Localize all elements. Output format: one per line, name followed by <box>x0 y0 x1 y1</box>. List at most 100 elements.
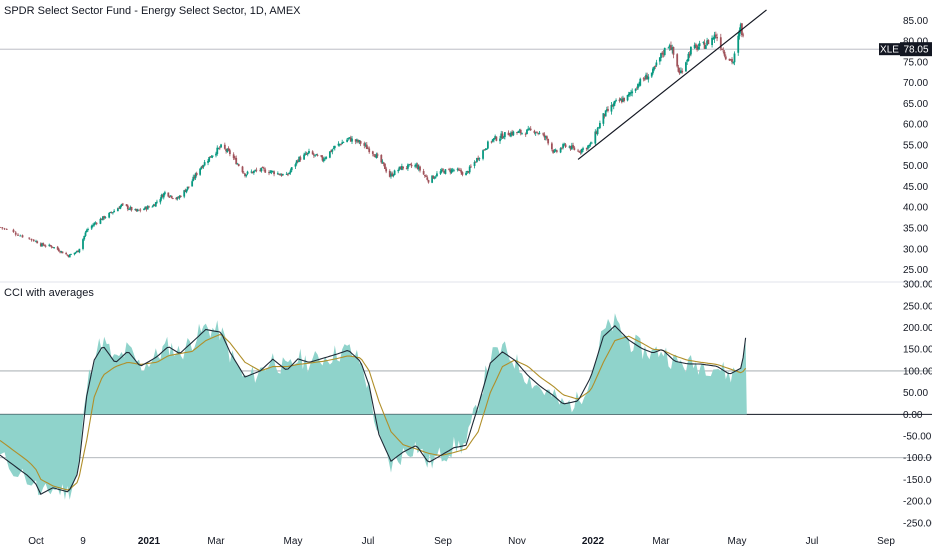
cci-axis-tick-label: -100.00 <box>903 453 932 464</box>
price-pane[interactable]: XLE 78.05 <box>0 9 932 258</box>
candle-body <box>152 204 155 207</box>
candle-body <box>486 141 489 149</box>
time-axis-label: 2022 <box>582 536 605 547</box>
price-axis-tick-label: 30.00 <box>903 244 928 255</box>
candle-body <box>282 174 284 176</box>
candle-body <box>288 172 291 175</box>
candle-body <box>368 148 371 153</box>
candle-body <box>646 75 649 80</box>
candle-body <box>582 148 584 150</box>
candle-body <box>278 173 281 175</box>
candle-body <box>739 24 742 32</box>
candle-body <box>662 53 665 55</box>
price-axis-tick-label: 35.00 <box>903 224 928 235</box>
candle-body <box>519 129 522 134</box>
trendline <box>577 9 767 160</box>
candle-body <box>728 58 731 61</box>
candle-body <box>192 176 195 181</box>
candle-body <box>610 105 613 112</box>
candle-body <box>595 132 598 134</box>
candle-body <box>145 206 148 210</box>
candle-body <box>737 35 740 53</box>
candle-body <box>564 144 567 148</box>
candle-body <box>340 144 342 145</box>
candle-body <box>171 198 174 199</box>
candle-body <box>12 229 15 233</box>
candle-body <box>645 74 647 80</box>
candle-body <box>603 113 606 117</box>
candle-body <box>631 91 634 94</box>
candle-body <box>731 59 733 63</box>
candle-body <box>473 162 476 166</box>
candle-body <box>399 166 402 170</box>
candle-body <box>60 251 63 252</box>
candle-body <box>271 171 274 172</box>
candle-body <box>76 250 78 253</box>
candle-body <box>94 222 97 224</box>
candle-body <box>426 177 429 180</box>
candle-body <box>392 175 395 177</box>
candle-body <box>128 209 130 210</box>
candle-body <box>5 229 8 230</box>
candle-body <box>146 206 149 210</box>
candle-body <box>635 88 638 90</box>
candle-body <box>371 151 374 154</box>
price-axis-tick-label: 65.00 <box>903 99 928 110</box>
candle-body <box>313 154 315 156</box>
candle-body <box>179 195 182 197</box>
candle-body <box>517 131 520 133</box>
candle-body <box>546 136 548 139</box>
candle-body <box>211 155 214 157</box>
candle-body <box>670 45 672 51</box>
candle-body <box>170 195 173 198</box>
candle-body <box>693 44 696 48</box>
candle-body <box>237 164 240 167</box>
candle-body <box>83 235 86 240</box>
cci-axis-tick-label: -150.00 <box>903 475 932 486</box>
time-axis-label: May <box>284 536 303 547</box>
candle-body <box>349 137 352 142</box>
cci-axis-tick-label: 0.00 <box>903 410 923 421</box>
candle-body <box>95 222 98 224</box>
candle-body <box>521 132 523 134</box>
candle-body <box>511 131 514 135</box>
candle-body <box>207 160 209 163</box>
candle-body <box>53 247 55 248</box>
candle-body <box>99 218 102 224</box>
candle-body <box>661 52 664 55</box>
candle-body <box>742 34 745 36</box>
candle-body <box>607 109 609 111</box>
cci-pane[interactable] <box>0 313 932 500</box>
candle-body <box>482 150 484 159</box>
candle-body <box>732 62 735 63</box>
candle-body <box>194 173 197 179</box>
candle-body <box>255 169 258 171</box>
candle-body <box>356 139 358 142</box>
candle-body <box>687 53 690 61</box>
candle-body <box>121 203 124 205</box>
candle-body <box>671 47 674 50</box>
candle-body <box>215 153 217 156</box>
candle-body <box>518 130 521 132</box>
candle-body <box>538 132 541 134</box>
candle-body <box>32 239 35 242</box>
candle-body <box>156 201 158 203</box>
candle-body <box>533 130 536 133</box>
candle-body <box>536 132 538 134</box>
candle-body <box>569 146 572 150</box>
candle-body <box>113 210 116 213</box>
candle-body <box>321 156 324 161</box>
candle-body <box>534 132 537 134</box>
candle-body <box>364 144 367 146</box>
candle-body <box>677 67 680 72</box>
candle-body <box>1 227 4 229</box>
candle-body <box>466 170 469 173</box>
candle-body <box>544 136 547 138</box>
candle-body <box>590 142 593 144</box>
time-axis-label: Nov <box>508 536 526 547</box>
candle-body <box>363 143 366 146</box>
candle-body <box>314 154 317 156</box>
candle-body <box>70 254 72 256</box>
